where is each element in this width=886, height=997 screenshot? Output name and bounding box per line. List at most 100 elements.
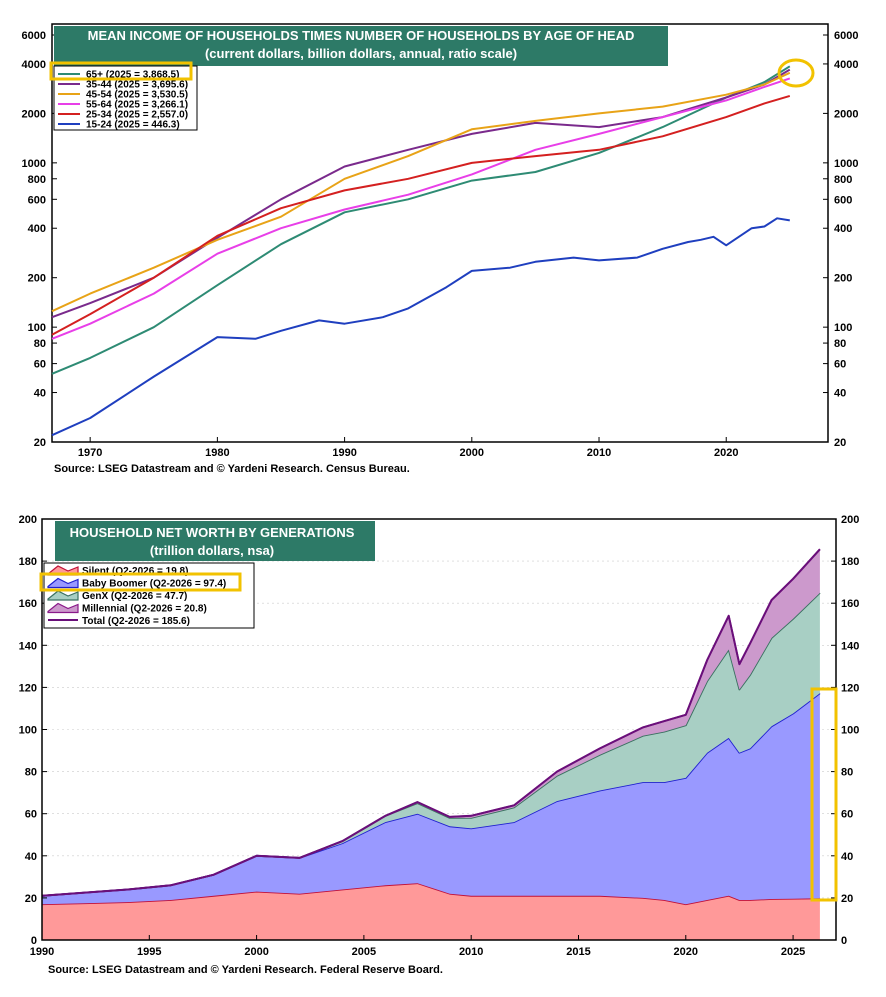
networth-legend-label: GenX (Q2-2026 = 47.7) [82, 591, 187, 602]
income-title: MEAN INCOME OF HOUSEHOLDS TIMES NUMBER O… [88, 28, 635, 43]
income-y-tick-label-right: 100 [834, 322, 852, 334]
income-y-tick-label-left: 200 [28, 273, 46, 285]
networth-y-tick-label-left: 120 [19, 682, 37, 694]
income-y-tick-label-right: 60 [834, 359, 846, 371]
networth-x-tick-label: 2020 [674, 946, 698, 958]
networth-y-ticks: 0 0 20 20 40 40 60 60 80 80 100 100 120 120 140 140 160 1… [19, 514, 860, 947]
income-x-tick-label: 1990 [332, 447, 356, 459]
income-y-tick-label-right: 20 [834, 437, 846, 449]
income-y-tick-label-left: 800 [28, 174, 46, 186]
income-x-tick-label: 2020 [714, 447, 738, 459]
networth-y-tick-label-left: 140 [19, 640, 37, 652]
networth-y-tick-label-right: 20 [841, 893, 853, 905]
networth-y-tick-label-left: 80 [25, 767, 37, 779]
income-y-tick-label-right: 600 [834, 194, 852, 206]
income-series-line-2 [51, 71, 791, 313]
income-x-tick-label: 2010 [587, 447, 611, 459]
income-legend [53, 65, 198, 131]
highlight-latest-period [810, 687, 838, 902]
networth-y-tick-label-right: 40 [841, 851, 853, 863]
networth-y-tick-label-right: 80 [841, 767, 853, 779]
income-legend-label: 25-34 (2025 = 2,557.0) [86, 110, 188, 121]
networth-y-tick-label-left: 180 [19, 556, 37, 568]
income-y-tick-label-left: 4000 [22, 59, 46, 71]
networth-y-tick-label-right: 140 [841, 640, 859, 652]
income-subtitle: (current dollars, billion dollars, annua… [205, 46, 517, 61]
income-legend-items: 65+ (2025 = 3,868.5)35-44 (2025 = 3,695.… [58, 70, 188, 131]
income-y-tick-label-left: 400 [28, 223, 46, 235]
networth-x-ticks: 1990 1995 2000 2005 2010 2015 2020 2025 [30, 935, 805, 958]
income-y-tick-label-left: 6000 [22, 30, 46, 42]
networth-areas [41, 548, 821, 940]
networth-title: HOUSEHOLD NET WORTH BY GENERATIONS [70, 525, 355, 540]
income-legend-label: 15-24 (2025 = 446.3) [86, 120, 180, 131]
income-x-tick-label: 2000 [460, 447, 484, 459]
networth-y-tick-label-right: 120 [841, 682, 859, 694]
networth-subtitle: (trillion dollars, nsa) [150, 543, 274, 558]
networth-y-tick-label-right: 0 [841, 935, 847, 947]
income-y-tick-label-right: 6000 [834, 30, 858, 42]
networth-y-tick-label-right: 100 [841, 725, 859, 737]
networth-x-tick-label: 2015 [566, 946, 590, 958]
networth-x-tick-label: 2025 [781, 946, 805, 958]
networth-legend-swatch [47, 602, 79, 614]
networth-y-tick-label-right: 160 [841, 598, 859, 610]
networth-y-tick-label-left: 200 [19, 514, 37, 526]
networth-area-1 [42, 693, 820, 905]
income-y-ticks: 20 20 40 40 60 60 80 80 100 100 200 200 400 400 600 600… [22, 30, 859, 449]
networth-x-tick-label: 1990 [30, 946, 54, 958]
networth-area-2 [42, 592, 820, 896]
networth-y-tick-label-left: 100 [19, 725, 37, 737]
income-y-tick-label-right: 40 [834, 388, 846, 400]
highlight-65plus [49, 61, 193, 81]
networth-y-tick-label-right: 200 [841, 514, 859, 526]
income-y-tick-label-right: 4000 [834, 59, 858, 71]
networth-area-3 [42, 549, 820, 896]
networth-source: Source: LSEG Datastream and © Yardeni Re… [48, 964, 443, 976]
networth-y-tick-label-left: 160 [19, 598, 37, 610]
networth-y-tick-label-left: 60 [25, 809, 37, 821]
networth-x-tick-label: 2010 [459, 946, 483, 958]
income-title-box [54, 26, 668, 66]
highlight-baby-boomer [39, 572, 242, 592]
income-x-tick-label: 1980 [205, 447, 229, 459]
income-series-line-3 [51, 77, 791, 340]
networth-legend-items: Silent (Q2-2026 = 19.8) Baby Boomer (Q2-2… [47, 565, 226, 627]
income-source: Source: LSEG Datastream and © Yardeni Re… [54, 463, 410, 475]
income-y-tick-label-right: 80 [834, 338, 846, 350]
income-y-tick-label-left: 100 [28, 322, 46, 334]
networth-y-tick-label-left: 40 [25, 851, 37, 863]
income-legend-label: 45-54 (2025 = 3,530.5) [86, 90, 188, 101]
networth-y-tick-label-left: 0 [31, 935, 37, 947]
networth-x-tick-label: 2000 [244, 946, 268, 958]
income-y-tick-label-left: 600 [28, 194, 46, 206]
income-x-ticks: 1970 1980 1990 2000 2010 2020 [78, 437, 738, 459]
networth-total-line [41, 548, 821, 897]
income-y-tick-label-right: 800 [834, 174, 852, 186]
income-y-tick-label-left: 60 [34, 359, 46, 371]
income-y-tick-label-left: 1000 [22, 158, 46, 170]
highlight-end-point [777, 58, 815, 88]
networth-legend-swatch [47, 577, 79, 589]
networth-legend-label: Baby Boomer (Q2-2026 = 97.4) [82, 579, 226, 590]
income-y-tick-label-left: 80 [34, 338, 46, 350]
income-legend-label: 55-64 (2025 = 3,266.1) [86, 100, 188, 111]
networth-legend-label: Silent (Q2-2026 = 19.8) [82, 566, 188, 577]
income-y-tick-label-right: 2000 [834, 108, 858, 120]
income-y-tick-label-right: 1000 [834, 158, 858, 170]
income-legend-label: 35-44 (2025 = 3,695.6) [86, 80, 188, 91]
networth-legend-label: Millennial (Q2-2026 = 20.8) [82, 604, 207, 615]
networth-y-tick-label-right: 180 [841, 556, 859, 568]
networth-y-tick-label-left: 20 [25, 893, 37, 905]
networth-legend-label: Total (Q2-2026 = 185.6) [82, 616, 190, 627]
income-series-lines [51, 65, 791, 437]
income-series-line-5 [51, 217, 790, 437]
income-x-tick-label: 1970 [78, 447, 102, 459]
income-series-line-4 [51, 94, 791, 336]
income-legend-label: 65+ (2025 = 3,868.5) [86, 70, 179, 81]
income-y-tick-label-left: 2000 [22, 108, 46, 120]
networth-x-tick-label: 2005 [352, 946, 376, 958]
